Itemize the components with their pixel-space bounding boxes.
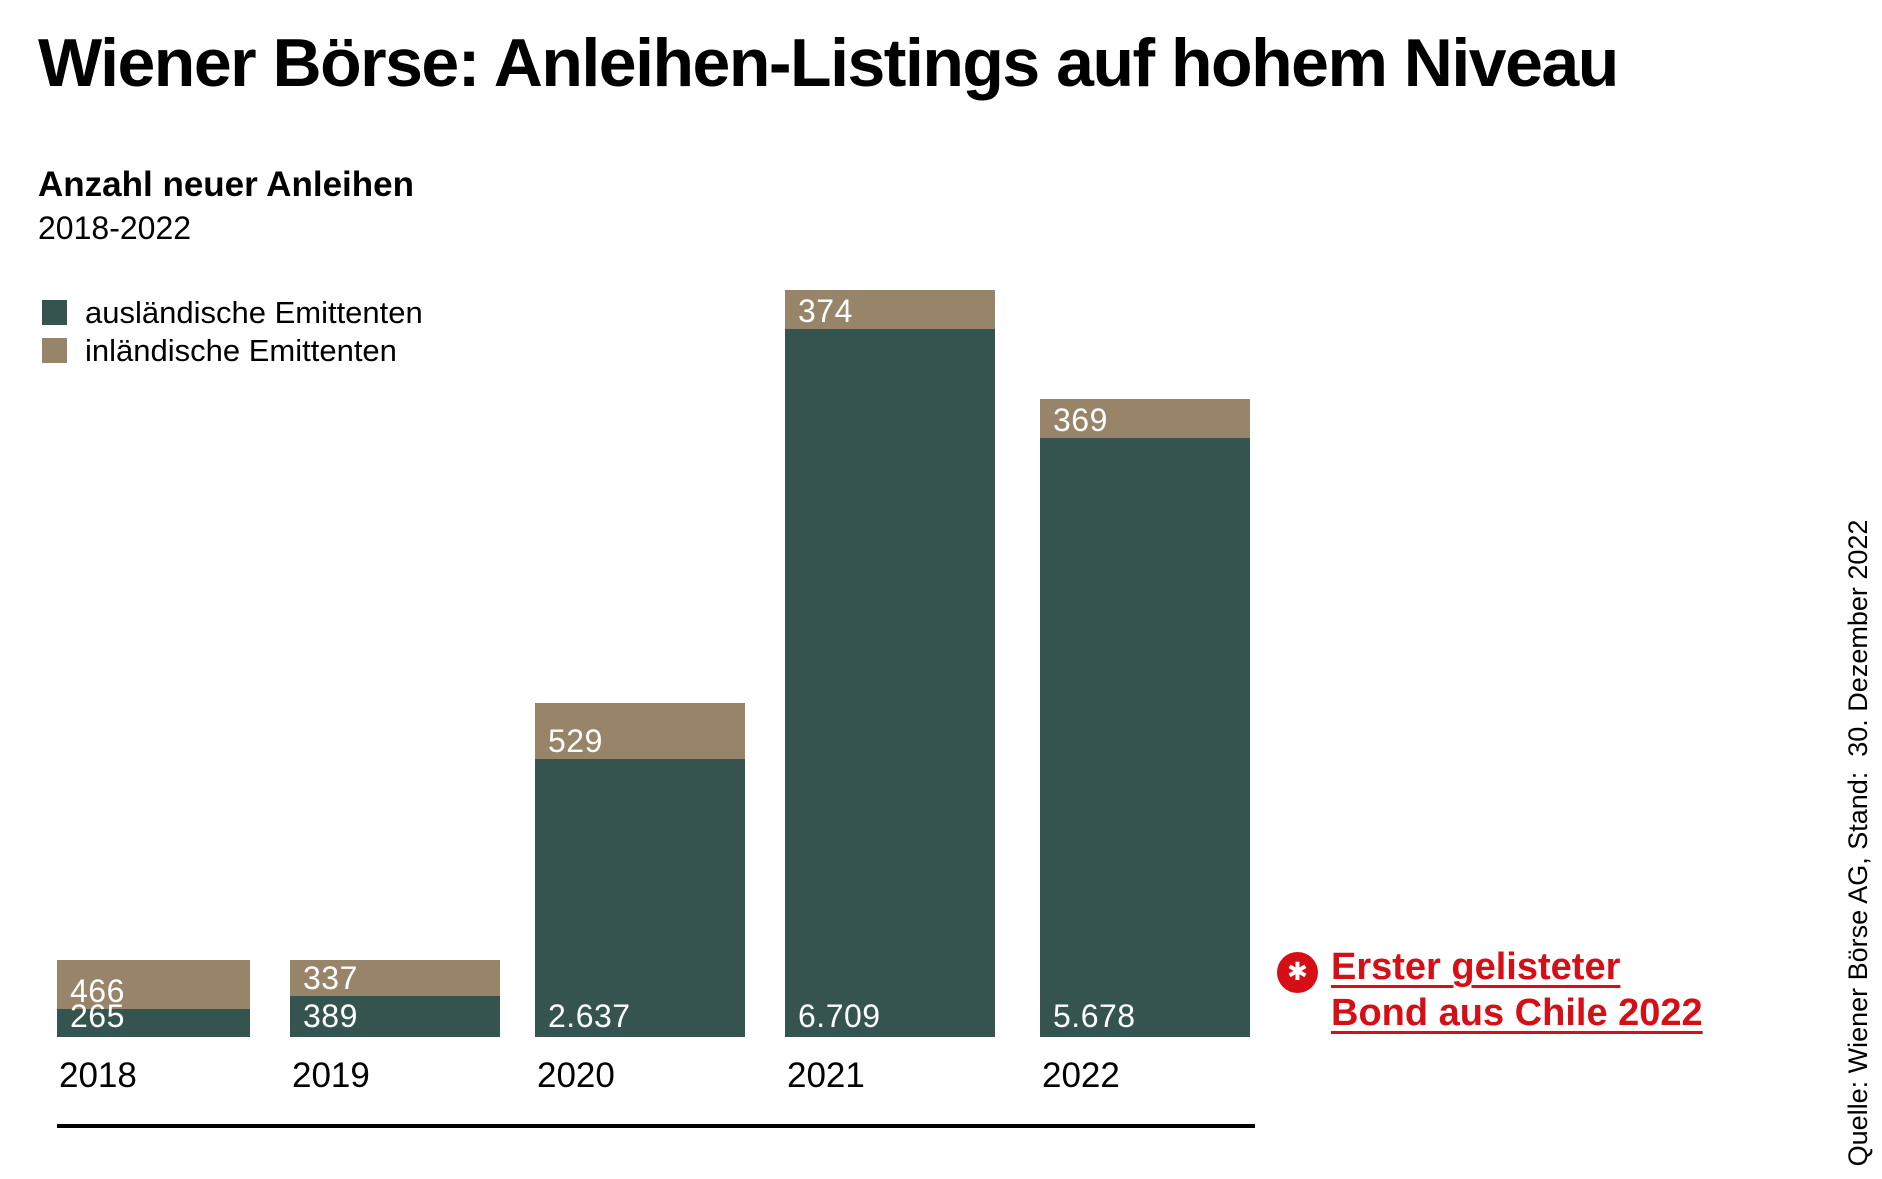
value-label: 2.637	[548, 998, 631, 1034]
bar-2018: 466 265	[57, 960, 250, 1037]
bar-2021: 374 6.709	[785, 290, 995, 1037]
legend-item: inländische Emittenten	[42, 331, 423, 369]
chart-subtitle: Anzahl neuer Anleihen	[38, 165, 414, 204]
segment-auslaendische: 389	[290, 996, 500, 1037]
segment-inlaendische: 369	[1040, 399, 1250, 438]
x-tick-label: 2021	[787, 1056, 865, 1095]
legend-swatch-icon	[42, 337, 67, 363]
x-axis-line	[57, 1124, 1255, 1128]
segment-auslaendische: 2.637	[535, 759, 745, 1037]
x-tick-label: 2019	[292, 1056, 370, 1095]
segment-inlaendische: 374	[785, 290, 995, 329]
segment-inlaendische: 466	[57, 960, 250, 1009]
chart-period: 2018-2022	[38, 210, 192, 246]
chile-annotation: ✱ Erster gelisteter Bond aus Chile 2022	[1277, 944, 1703, 1037]
segment-inlaendische: 337	[290, 960, 500, 996]
legend-label: ausländische Emittenten	[85, 294, 423, 330]
annotation-line2[interactable]: Bond aus Chile 2022	[1331, 992, 1703, 1035]
value-label: 389	[303, 998, 358, 1034]
bar-2022: 369 5.678	[1040, 399, 1250, 1037]
legend: ausländische Emittenten inländische Emitt…	[42, 293, 423, 369]
value-label: 5.678	[1053, 998, 1136, 1034]
legend-item: ausländische Emittenten	[42, 293, 423, 331]
asterisk-marker-icon: ✱	[1277, 952, 1318, 993]
value-label: 529	[548, 723, 603, 759]
value-label: 374	[798, 293, 853, 329]
page-title: Wiener Börse: Anleihen-Listings auf hohe…	[38, 25, 1619, 101]
source-credit: Quelle: Wiener Börse AG, Stand: 30. Deze…	[1843, 519, 1873, 1167]
segment-auslaendische: 6.709	[785, 329, 995, 1037]
bar-2020: 529 2.637	[535, 703, 745, 1037]
x-tick-label: 2020	[537, 1056, 615, 1095]
value-label: 369	[1053, 402, 1108, 438]
value-label: 6.709	[798, 998, 881, 1034]
x-tick-label: 2022	[1042, 1056, 1120, 1095]
x-tick-label: 2018	[59, 1056, 137, 1095]
legend-label: inländische Emittenten	[85, 332, 397, 368]
annotation-line1[interactable]: Erster gelisteter	[1331, 946, 1621, 988]
legend-swatch-icon	[42, 299, 67, 325]
value-label: 265	[70, 998, 125, 1034]
segment-auslaendische: 5.678	[1040, 438, 1250, 1037]
bar-2019: 337 389	[290, 960, 500, 1037]
segment-auslaendische: 265	[57, 1000, 250, 1037]
annotation-link[interactable]: Erster gelisteter Bond aus Chile 2022	[1331, 944, 1703, 1037]
value-label: 337	[303, 960, 358, 996]
value-label: 466	[70, 973, 125, 1009]
segment-inlaendische: 529	[535, 703, 745, 759]
